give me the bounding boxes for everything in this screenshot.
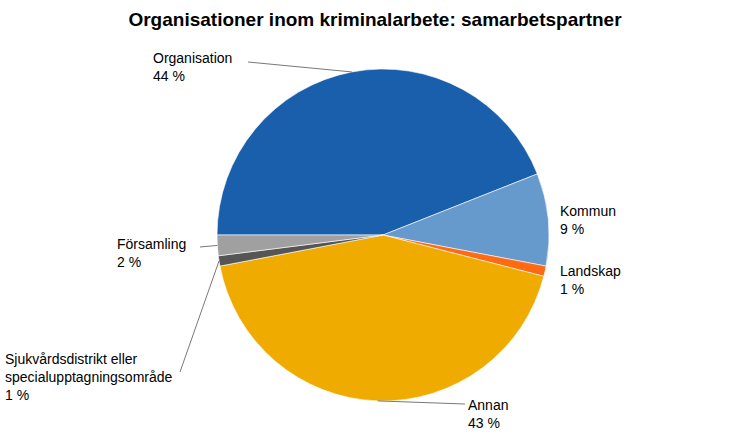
leader-line [378, 401, 465, 404]
pie-slice [217, 235, 383, 256]
leader-line [200, 245, 217, 247]
value-label: 44 % [153, 68, 185, 84]
label-line: specialupptagningsområde [5, 369, 173, 385]
leader-line [248, 62, 352, 72]
chart-title: Organisationer inom kriminalarbete: sama… [128, 9, 622, 30]
value-label: 1 % [560, 281, 584, 297]
leader-line [180, 261, 219, 372]
category-label: Sjukvårdsdistrikt eller specialupptagning… [5, 351, 173, 385]
chart-svg: Organisationer inom kriminalarbete: sama… [0, 0, 750, 436]
pie-slice [220, 235, 544, 401]
category-label: Kommun [560, 203, 616, 219]
category-label: Församling [117, 236, 186, 252]
label-line: Annan [468, 397, 508, 413]
value-label: 1 % [5, 387, 29, 403]
category-label: Annan [468, 397, 508, 413]
data-labels: Organisation 44 % Kommun 9 % Landskap 1 % Anna… [5, 50, 621, 431]
chart-container: Organisationer inom kriminalarbete: sama… [0, 0, 750, 436]
slices [217, 69, 549, 401]
label-line: Sjukvårdsdistrikt eller [5, 351, 138, 367]
category-label: Organisation [153, 50, 232, 66]
value-label: 2 % [117, 254, 141, 270]
label-line: Organisation [153, 50, 232, 66]
label-line: Landskap [560, 263, 621, 279]
value-label: 9 % [560, 221, 584, 237]
category-label: Landskap [560, 263, 621, 279]
value-label: 43 % [468, 415, 500, 431]
label-line: Kommun [560, 203, 616, 219]
label-line: Församling [117, 236, 186, 252]
